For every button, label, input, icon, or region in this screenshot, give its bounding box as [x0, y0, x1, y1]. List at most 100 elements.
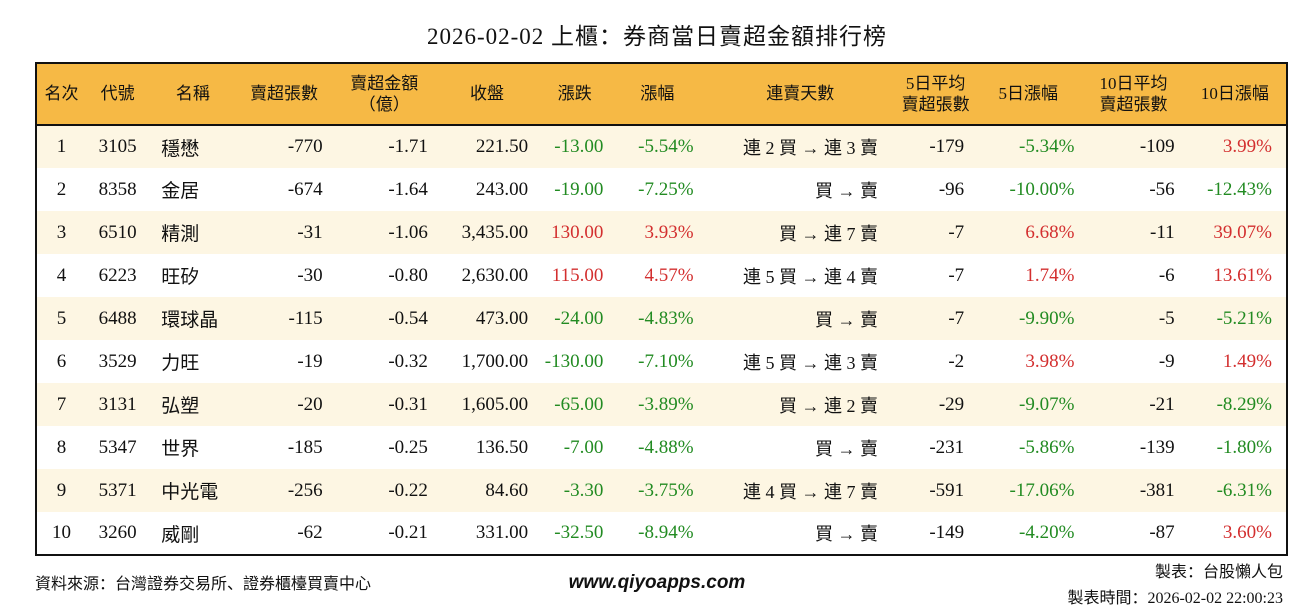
cell-code: 3105	[98, 136, 137, 157]
column-header-rank: 名次	[36, 63, 87, 126]
cell-rank: 7	[56, 393, 67, 415]
cell-pct5: 1.74%	[1025, 264, 1075, 286]
cell-close: 243.00	[475, 178, 529, 200]
cell-pct5: -10.00%	[1009, 178, 1075, 200]
page-title: 2026-02-02 上櫃：券商當日賣超金額排行榜	[426, 24, 888, 49]
cell-streak: 買 → 賣	[815, 309, 878, 330]
cell-sell-volume: -20	[297, 393, 323, 415]
cell-streak: 買 → 賣	[815, 180, 878, 201]
cell-pct10: 3.60%	[1222, 522, 1272, 543]
cell-sell-amount: -0.21	[388, 522, 428, 543]
cell-change-pct: -3.89%	[638, 393, 694, 415]
cell-change: -65.00	[554, 393, 604, 415]
cell-code: 3131	[98, 393, 137, 415]
cell-avg5-volume: -7	[948, 307, 965, 329]
cell-change: -7.00	[563, 436, 604, 458]
cell-close: 1,605.00	[461, 393, 529, 415]
table-row: 8 5347 世界 -185 -0.25 136.50 -7.00 -4.88% 買 → 賣 -2…	[36, 426, 1287, 469]
table-body: 1 3105 穩懋 -770 -1.71 221.50 -13.00 -5.54% 連 2 買 …	[36, 125, 1287, 555]
cell-avg10-volume: -381	[1139, 479, 1175, 501]
cell-pct10: -12.43%	[1207, 178, 1272, 200]
column-header-pct10: 10日漲幅	[1183, 63, 1287, 126]
cell-rank: 5	[56, 307, 67, 329]
cell-pct10: 3.99%	[1222, 136, 1272, 157]
cell-close: 221.50	[475, 136, 529, 157]
table-row: 1 3105 穩懋 -770 -1.71 221.50 -13.00 -5.54% 連 2 買 …	[36, 125, 1287, 168]
table-row: 5 6488 環球晶 -115 -0.54 473.00 -24.00 -4.83% 買 → 賣…	[36, 297, 1287, 340]
cell-sell-volume: -674	[287, 178, 323, 200]
data-source-note: 資料來源：台灣證券交易所、證券櫃檯買賣中心	[35, 576, 372, 593]
credit-block: 製表：台股懶人包 製表時間：2026-02-02 22:00:23	[1067, 560, 1283, 612]
cell-close: 2,630.00	[461, 264, 529, 286]
cell-pct5: -5.34%	[1019, 136, 1075, 157]
cell-change: -19.00	[554, 178, 604, 200]
column-header-name: 名稱	[149, 63, 237, 126]
cell-name: 環球晶	[161, 310, 219, 331]
table-row: 2 8358 金居 -674 -1.64 243.00 -19.00 -7.25% 買 → 賣 -…	[36, 168, 1287, 211]
cell-sell-volume: -19	[297, 350, 323, 372]
cell-name: 旺矽	[161, 267, 200, 288]
cell-avg5-volume: -591	[929, 479, 965, 501]
cell-change-pct: -7.25%	[638, 178, 694, 200]
cell-streak: 連 2 買 → 連 3 賣	[743, 138, 878, 158]
cell-streak: 買 → 連 2 賣	[779, 395, 878, 416]
cell-pct10: 1.49%	[1222, 350, 1272, 372]
cell-close: 84.60	[485, 479, 529, 501]
cell-code: 8358	[98, 178, 137, 200]
column-header-change: 漲跌	[537, 63, 613, 126]
cell-sell-volume: -115	[288, 307, 323, 329]
cell-avg10-volume: -11	[1150, 221, 1175, 243]
cell-name: 精測	[161, 224, 200, 245]
table-row: 9 5371 中光電 -256 -0.22 84.60 -3.30 -3.75% 連 4 買 →…	[36, 469, 1287, 512]
cell-change-pct: -5.54%	[638, 136, 694, 157]
cell-sell-volume: -62	[297, 522, 323, 543]
column-header-sell-volume: 賣超張數	[236, 63, 332, 126]
cell-avg10-volume: -21	[1149, 393, 1175, 415]
cell-rank: 8	[56, 436, 67, 458]
cell-sell-volume: -256	[287, 479, 323, 501]
cell-change: 130.00	[551, 221, 604, 243]
cell-rank: 1	[56, 136, 67, 157]
cell-change-pct: 4.57%	[644, 264, 694, 286]
cell-code: 6223	[98, 264, 137, 286]
column-header-avg10-volume: 10日平均 賣超張數	[1083, 63, 1184, 126]
cell-avg10-volume: -6	[1158, 264, 1175, 286]
cell-name: 中光電	[161, 482, 219, 503]
table-row: 4 6223 旺矽 -30 -0.80 2,630.00 115.00 4.57% 連 5 買 …	[36, 254, 1287, 297]
cell-pct5: -9.07%	[1019, 393, 1075, 415]
cell-name: 弘塑	[161, 396, 200, 417]
cell-streak: 買 → 連 7 賣	[779, 223, 878, 244]
cell-sell-volume: -30	[297, 264, 323, 286]
cell-change: -24.00	[554, 307, 604, 329]
cell-rank: 2	[56, 178, 67, 200]
cell-code: 3260	[98, 522, 137, 543]
cell-sell-amount: -0.32	[388, 350, 428, 372]
cell-avg10-volume: -9	[1158, 350, 1175, 372]
cell-sell-volume: -31	[297, 221, 323, 243]
cell-avg5-volume: -29	[938, 393, 965, 415]
cell-pct10: -6.31%	[1216, 479, 1272, 501]
cell-change-pct: -8.94%	[638, 522, 694, 543]
table-row: 7 3131 弘塑 -20 -0.31 1,605.00 -65.00 -3.89% 買 → 連…	[36, 383, 1287, 426]
cell-streak: 買 → 賣	[815, 438, 878, 459]
cell-streak: 連 4 買 → 連 7 賣	[743, 481, 878, 502]
cell-pct5: -5.86%	[1019, 436, 1075, 458]
cell-change: -13.00	[554, 136, 604, 157]
cell-change-pct: -3.75%	[638, 479, 694, 501]
cell-avg5-volume: -2	[948, 350, 965, 372]
maker-label: 製表：台股懶人包	[1154, 564, 1283, 581]
cell-code: 6510	[98, 221, 137, 243]
cell-avg10-volume: -139	[1139, 436, 1175, 458]
cell-sell-amount: -1.06	[388, 221, 428, 243]
cell-sell-amount: -0.80	[388, 264, 428, 286]
cell-sell-amount: -1.71	[388, 136, 428, 157]
cell-streak: 連 5 買 → 連 4 賣	[743, 266, 878, 287]
column-header-streak: 連賣天數	[702, 63, 898, 126]
cell-change: 115.00	[551, 264, 604, 286]
cell-sell-amount: -1.64	[388, 178, 428, 200]
cell-pct10: 39.07%	[1213, 221, 1272, 243]
table-row: 3 6510 精測 -31 -1.06 3,435.00 130.00 3.93% 買 → 連 …	[36, 211, 1287, 254]
cell-name: 力旺	[161, 353, 200, 374]
cell-streak: 連 5 買 → 連 3 賣	[743, 352, 878, 373]
